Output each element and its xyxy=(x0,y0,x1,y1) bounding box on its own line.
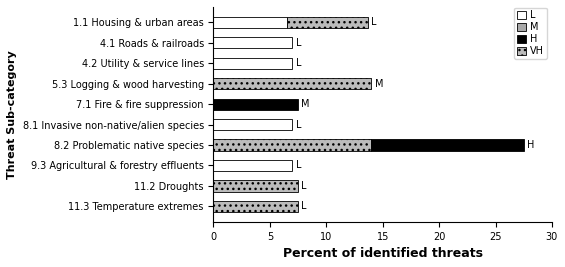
Text: L: L xyxy=(296,120,301,129)
Text: M: M xyxy=(375,79,383,89)
X-axis label: Percent of identified threats: Percent of identified threats xyxy=(282,247,483,260)
Legend: L, M, H, VH: L, M, H, VH xyxy=(514,7,547,59)
Bar xyxy=(214,119,293,130)
Y-axis label: Threat Sub-category: Threat Sub-category xyxy=(7,50,17,179)
Bar xyxy=(214,78,371,89)
Bar xyxy=(287,17,368,28)
Text: H: H xyxy=(527,140,534,150)
Text: M: M xyxy=(302,99,310,109)
Text: L: L xyxy=(296,58,301,68)
Text: L: L xyxy=(296,38,301,48)
Text: L: L xyxy=(371,17,377,27)
Bar xyxy=(214,99,298,110)
Bar xyxy=(214,180,298,191)
Text: L: L xyxy=(302,201,307,211)
Text: L: L xyxy=(296,160,301,171)
Bar xyxy=(214,17,287,28)
Bar xyxy=(214,58,293,69)
Bar xyxy=(214,201,298,212)
Bar xyxy=(214,160,293,171)
Bar xyxy=(371,139,524,151)
Bar xyxy=(214,37,293,48)
Text: L: L xyxy=(302,181,307,191)
Bar xyxy=(214,139,371,151)
